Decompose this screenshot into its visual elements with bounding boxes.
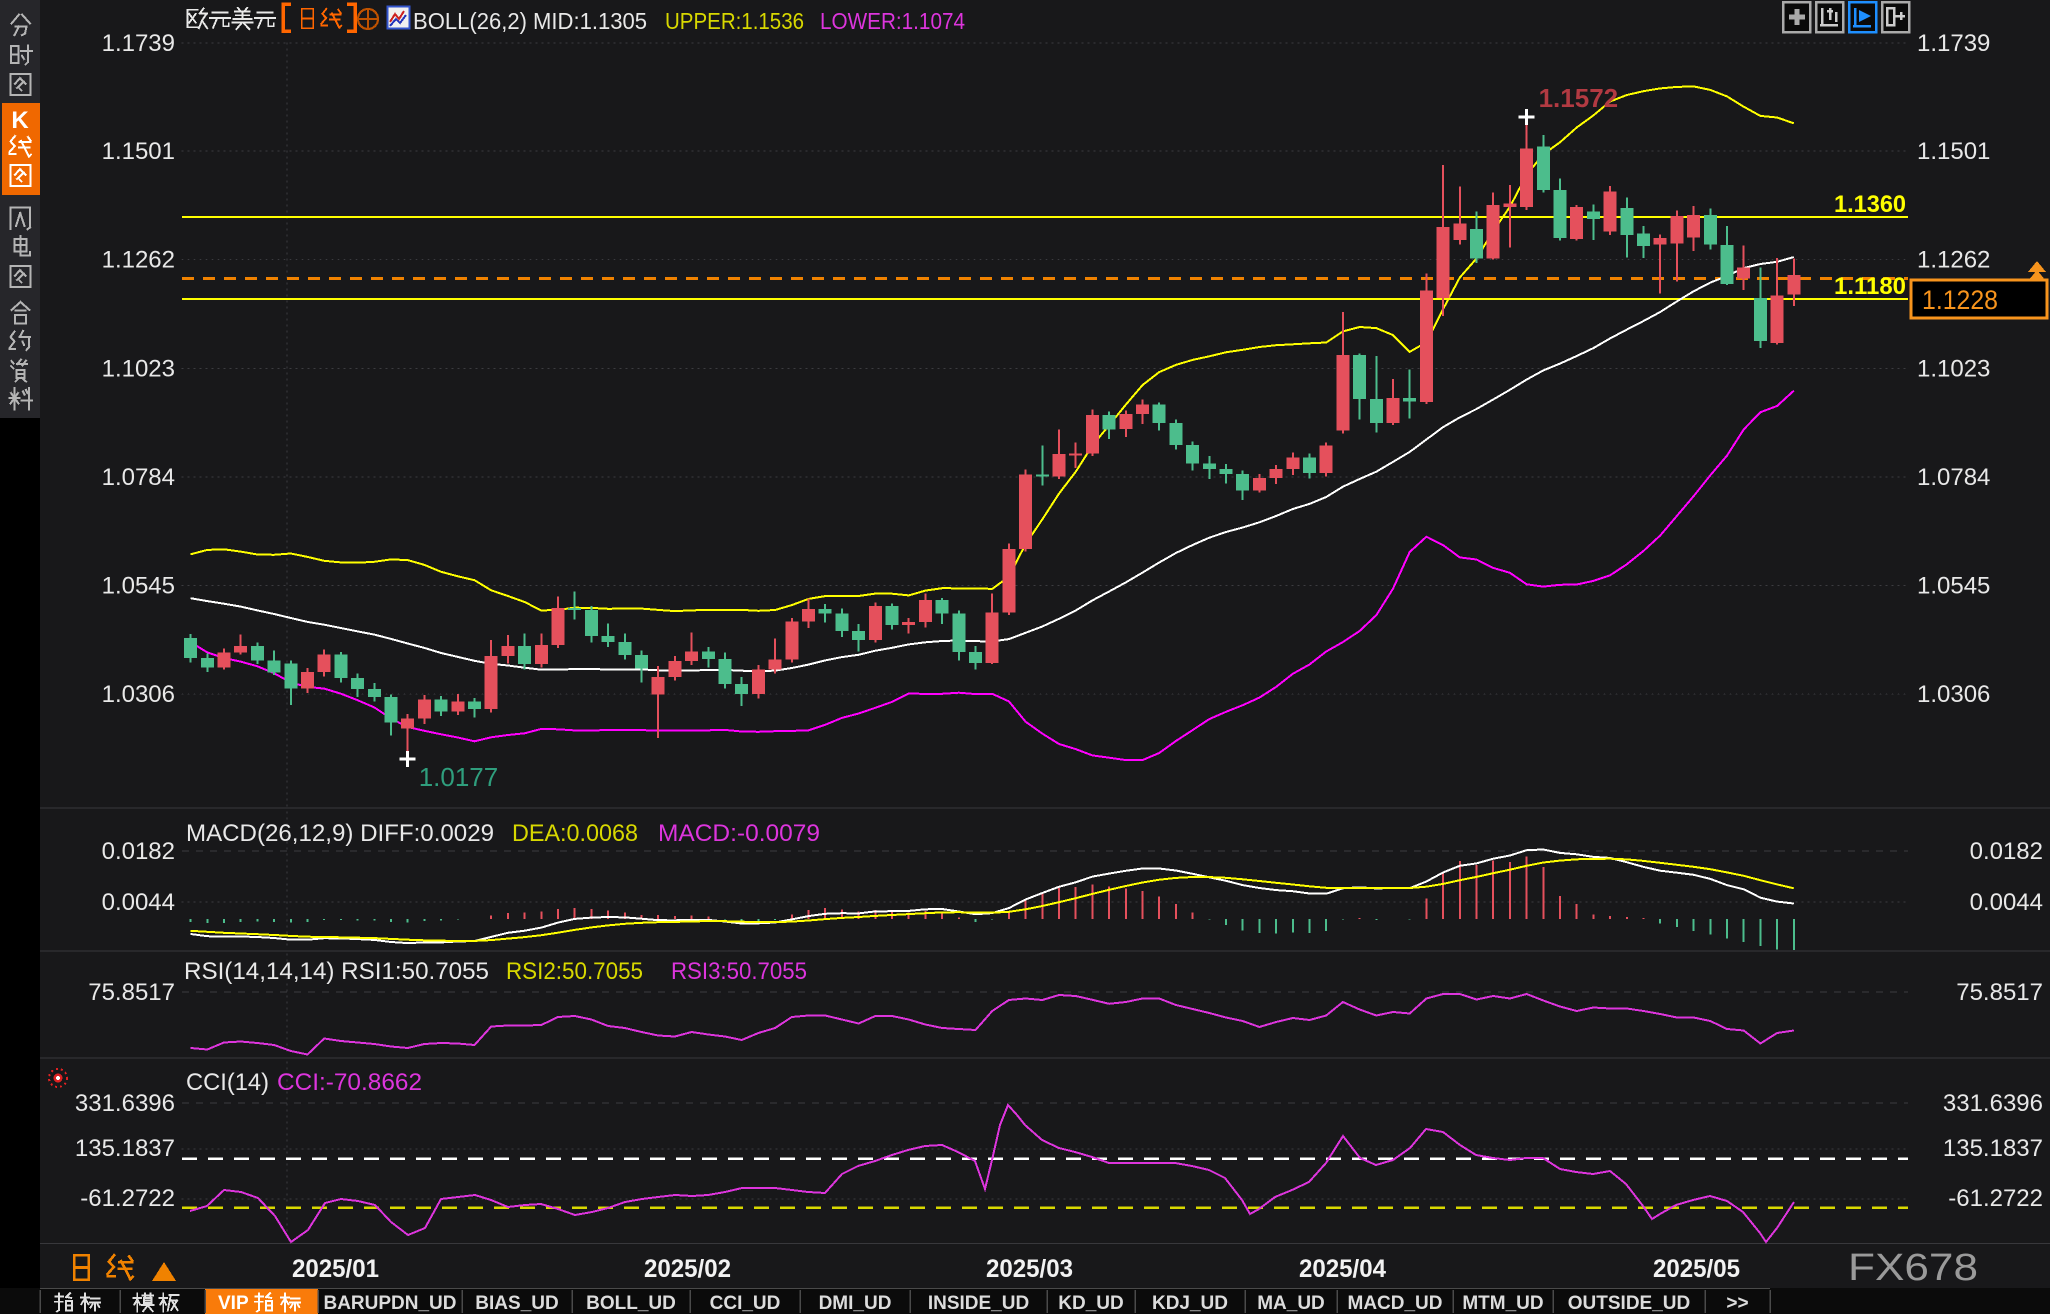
svg-text:1.1023: 1.1023 — [102, 355, 175, 382]
svg-text:1.1228: 1.1228 — [1922, 285, 1998, 315]
svg-text:135.1837: 135.1837 — [1943, 1135, 2043, 1162]
svg-text:-61.2722: -61.2722 — [1948, 1185, 2043, 1212]
svg-text:-61.2722: -61.2722 — [80, 1185, 175, 1212]
svg-text:DEA:0.0068: DEA:0.0068 — [512, 820, 638, 847]
svg-text:RSI3:50.7055: RSI3:50.7055 — [671, 958, 807, 985]
svg-text:MACD(26,12,9) DIFF:0.0029: MACD(26,12,9) DIFF:0.0029 — [186, 820, 494, 847]
svg-text:1.1360: 1.1360 — [1834, 191, 1906, 218]
svg-text:75.8517: 75.8517 — [88, 979, 175, 1006]
svg-text:0.0044: 0.0044 — [102, 889, 175, 916]
svg-text:CCI:-70.8662: CCI:-70.8662 — [277, 1069, 422, 1096]
svg-text:MACD_UD: MACD_UD — [1348, 1293, 1443, 1314]
svg-text:1.1501: 1.1501 — [102, 138, 175, 165]
svg-text:1.0545: 1.0545 — [1917, 573, 1990, 600]
svg-text:MTM_UD: MTM_UD — [1462, 1293, 1543, 1314]
svg-text:UPPER:1.1536: UPPER:1.1536 — [665, 8, 804, 34]
svg-text:0.0182: 0.0182 — [1970, 838, 2043, 865]
svg-text:1.0784: 1.0784 — [1917, 464, 1990, 491]
svg-text:1.0306: 1.0306 — [1917, 681, 1990, 708]
svg-text:2025/03: 2025/03 — [986, 1255, 1073, 1283]
svg-text:DMI_UD: DMI_UD — [819, 1293, 892, 1314]
svg-text:1.1023: 1.1023 — [1917, 355, 1990, 382]
svg-text:INSIDE_UD: INSIDE_UD — [928, 1293, 1029, 1314]
svg-text:135.1837: 135.1837 — [75, 1135, 175, 1162]
svg-text:75.8517: 75.8517 — [1956, 979, 2043, 1006]
svg-text:2025/01: 2025/01 — [292, 1255, 379, 1283]
svg-text:FX678: FX678 — [1848, 1247, 1978, 1289]
svg-text:1.1180: 1.1180 — [1834, 273, 1906, 300]
svg-text:MA_UD: MA_UD — [1257, 1293, 1325, 1314]
svg-text:MACD:-0.0079: MACD:-0.0079 — [658, 820, 820, 847]
svg-text:2025/05: 2025/05 — [1653, 1255, 1740, 1283]
svg-text:1.0306: 1.0306 — [102, 681, 175, 708]
svg-text:1.0545: 1.0545 — [102, 573, 175, 600]
svg-text:BARUPDN_UD: BARUPDN_UD — [323, 1293, 456, 1314]
svg-text:1.0177: 1.0177 — [419, 762, 499, 792]
svg-text:BIAS_UD: BIAS_UD — [475, 1293, 558, 1314]
svg-text:331.6396: 331.6396 — [75, 1090, 175, 1117]
svg-text:1.1739: 1.1739 — [102, 30, 175, 57]
svg-text:1.0784: 1.0784 — [102, 464, 175, 491]
svg-text:KDJ_UD: KDJ_UD — [1152, 1293, 1228, 1314]
svg-text:1.1501: 1.1501 — [1917, 138, 1990, 165]
svg-text:0.0182: 0.0182 — [102, 838, 175, 865]
svg-text:KD_UD: KD_UD — [1058, 1293, 1123, 1314]
svg-text:>>: >> — [1726, 1293, 1748, 1314]
svg-text:K: K — [11, 107, 29, 134]
svg-text:CCI(14): CCI(14) — [186, 1069, 269, 1096]
svg-text:BOLL(26,2) MID:1.1305: BOLL(26,2) MID:1.1305 — [413, 8, 647, 34]
svg-text:RSI2:50.7055: RSI2:50.7055 — [506, 958, 643, 985]
svg-text:1.1572: 1.1572 — [1539, 83, 1619, 113]
svg-text:2025/02: 2025/02 — [644, 1255, 731, 1283]
svg-text:331.6396: 331.6396 — [1943, 1090, 2043, 1117]
svg-text:2025/04: 2025/04 — [1299, 1255, 1386, 1283]
svg-text:1.1262: 1.1262 — [102, 247, 175, 274]
svg-text:0.0044: 0.0044 — [1970, 889, 2043, 916]
svg-text:1.1739: 1.1739 — [1917, 30, 1990, 57]
svg-text:VIP: VIP — [218, 1293, 249, 1314]
svg-text:LOWER:1.1074: LOWER:1.1074 — [820, 8, 965, 34]
svg-text:RSI(14,14,14) RSI1:50.7055: RSI(14,14,14) RSI1:50.7055 — [184, 958, 489, 985]
svg-text:BOLL_UD: BOLL_UD — [586, 1293, 676, 1314]
svg-text:1.1262: 1.1262 — [1917, 247, 1990, 274]
svg-text:OUTSIDE_UD: OUTSIDE_UD — [1568, 1293, 1690, 1314]
svg-text:CCI_UD: CCI_UD — [710, 1293, 781, 1314]
